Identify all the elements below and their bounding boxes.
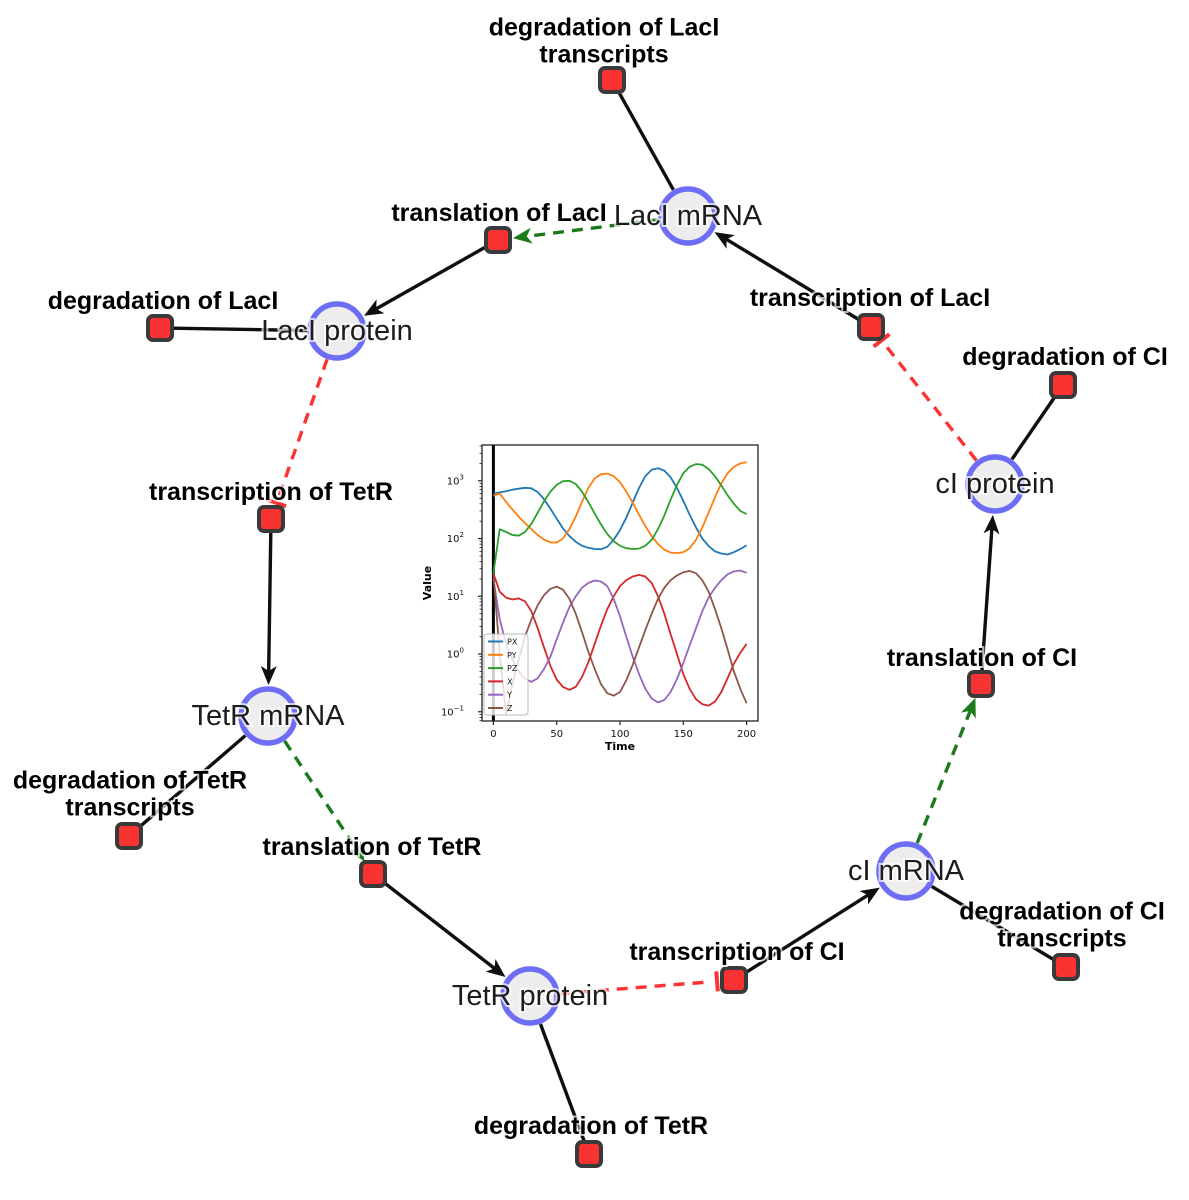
series-PX xyxy=(493,467,748,556)
inhibition-tee-icon xyxy=(714,971,720,992)
arrowhead-icon xyxy=(960,697,976,719)
species-node-tetr-mrna[interactable] xyxy=(238,686,298,746)
transcription-ci-label: transcription of CI xyxy=(629,938,844,966)
x-tick-label: 200 xyxy=(737,729,756,740)
deg-laci-label: degradation of LacI xyxy=(48,287,279,315)
reaction-node-translation-ci[interactable] xyxy=(967,670,995,698)
inhibition-tee-icon xyxy=(266,497,287,509)
arrowhead-icon xyxy=(512,227,533,244)
legend-label-Z: Z xyxy=(507,704,513,713)
edge-laci-protein-transcription-tetr xyxy=(277,358,329,498)
deg-laci-transcripts-label: transcripts xyxy=(539,41,668,69)
y-tick-label: 100 xyxy=(447,647,464,661)
arrowhead-icon xyxy=(859,887,880,905)
translation-tetr-label: translation of TetR xyxy=(263,833,482,861)
y-tick-label: 10−1 xyxy=(441,704,464,718)
species-node-tetr-protein[interactable] xyxy=(500,966,560,1026)
laci-protein-label: LacI protein xyxy=(261,315,413,347)
laci-mrna-label: LacI mRNA xyxy=(614,200,763,232)
legend-label-PX: PX xyxy=(507,638,518,647)
deg-ci-transcripts-label: transcripts xyxy=(997,925,1126,953)
tetr-mrna-label: TetR mRNA xyxy=(191,700,345,732)
legend-label-PZ: PZ xyxy=(507,664,518,673)
edge-ci-protein-transcription-laci xyxy=(883,343,978,462)
transcription-laci-label: transcription of LacI xyxy=(750,284,990,312)
edge-translation-ci-ci-protein xyxy=(980,527,994,672)
arrowhead-icon xyxy=(983,514,1000,535)
y-tick-label: 103 xyxy=(447,473,464,487)
deg-laci-transcripts-label: degradation of LacI xyxy=(489,14,720,42)
series-Z xyxy=(492,569,748,716)
ci-mrna-label: cI mRNA xyxy=(848,855,965,887)
plot-area xyxy=(491,445,748,721)
edge-laci-mrna-deg-laci-transcripts xyxy=(616,89,675,191)
legend-label-X: X xyxy=(507,677,513,686)
reaction-node-transcription-tetr[interactable] xyxy=(257,505,285,533)
reaction-node-translation-laci[interactable] xyxy=(484,226,512,254)
x-tick-label: 50 xyxy=(550,729,563,740)
legend-box xyxy=(483,633,529,716)
translation-laci-label: translation of LacI xyxy=(391,199,606,227)
reaction-node-deg-tetr[interactable] xyxy=(575,1140,603,1168)
reaction-node-transcription-ci[interactable] xyxy=(720,966,748,994)
legend-label-PY: PY xyxy=(507,651,517,660)
legend-label-Y: Y xyxy=(506,691,512,700)
edge-tetr-mrna-translation-tetr xyxy=(283,740,359,852)
legend: PX PY PZ XYZ xyxy=(483,633,529,716)
edge-ci-mrna-deg-ci-transcripts xyxy=(930,884,1057,963)
edge-translation-laci-laci-protein xyxy=(374,244,488,311)
arrowhead-icon xyxy=(714,232,735,249)
arrowhead-icon xyxy=(363,299,385,316)
reaction-node-deg-laci-transcripts[interactable] xyxy=(598,66,626,94)
y-tick-label: 102 xyxy=(447,531,464,545)
x-tick-label: 100 xyxy=(610,729,629,740)
translation-ci-label: translation of CI xyxy=(887,644,1077,672)
series-X xyxy=(492,573,748,707)
reaction-node-deg-tetr-transcripts[interactable] xyxy=(115,822,143,850)
species-node-ci-mrna[interactable] xyxy=(876,841,936,901)
y-tick-label: 101 xyxy=(447,589,464,603)
edge-translation-tetr-tetr-protein xyxy=(382,880,497,971)
species-node-laci-mrna[interactable] xyxy=(658,186,718,246)
x-axis-label: Time xyxy=(605,740,635,753)
deg-ci-transcripts-label: degradation of CI xyxy=(959,898,1165,926)
x-tick-label: 150 xyxy=(674,729,693,740)
reaction-node-translation-tetr[interactable] xyxy=(359,860,387,888)
series-Y xyxy=(492,569,747,704)
series-PY xyxy=(493,461,747,554)
arrowhead-icon xyxy=(347,841,365,862)
edge-transcription-laci-laci-mrna xyxy=(724,237,861,322)
reaction-node-transcription-laci[interactable] xyxy=(857,313,885,341)
reaction-node-deg-laci[interactable] xyxy=(146,314,174,342)
transcription-tetr-label: transcription of TetR xyxy=(149,478,393,506)
x-tick-label: 0 xyxy=(490,729,496,740)
edge-tetr-protein-deg-tetr xyxy=(538,1023,587,1144)
reaction-node-deg-ci[interactable] xyxy=(1049,371,1077,399)
tetr-protein-label: TetR protein xyxy=(452,980,608,1012)
edge-ci-mrna-translation-ci xyxy=(915,709,973,844)
species-node-ci-protein[interactable] xyxy=(965,454,1025,514)
edge-ci-protein-deg-ci xyxy=(1010,393,1058,461)
deg-tetr-label: degradation of TetR xyxy=(474,1112,708,1140)
arrowhead-icon xyxy=(485,959,506,977)
edge-laci-mrna-translation-laci xyxy=(525,218,659,239)
reaction-node-deg-ci-transcripts[interactable] xyxy=(1052,953,1080,981)
deg-ci-label: degradation of CI xyxy=(962,343,1168,371)
arrowhead-icon xyxy=(260,665,277,686)
edge-tetr-protein-transcription-ci xyxy=(559,980,712,996)
ci-protein-label: cI protein xyxy=(935,468,1054,500)
inhibition-tee-icon xyxy=(872,332,891,349)
species-node-laci-protein[interactable] xyxy=(307,301,367,361)
y-axis-label: Value xyxy=(421,566,434,600)
edge-laci-protein-deg-laci xyxy=(171,326,308,333)
edge-tetr-mrna-deg-tetr-transcripts xyxy=(136,734,247,830)
edge-transcription-ci-ci-mrna xyxy=(744,893,870,975)
edge-transcription-tetr-tetr-mrna xyxy=(266,531,273,673)
deg-tetr-transcripts-label: transcripts xyxy=(65,794,194,822)
series-PZ xyxy=(492,463,747,574)
deg-tetr-transcripts-label: degradation of TetR xyxy=(13,767,247,795)
